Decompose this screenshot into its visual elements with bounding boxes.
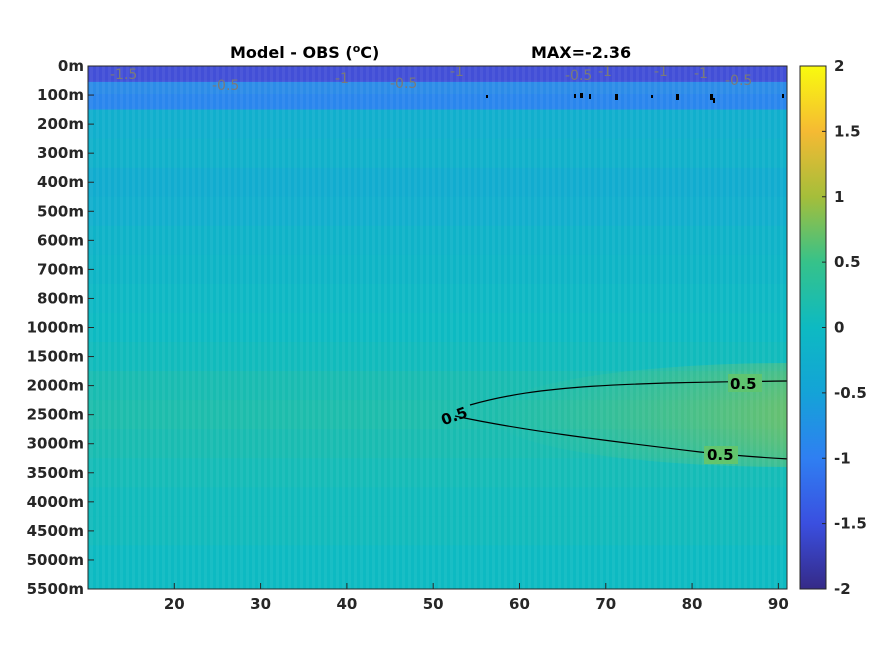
x-tick-label: 80 xyxy=(682,595,703,613)
surface-contour-label: -0.5 xyxy=(565,68,592,84)
vertical-stripe-texture xyxy=(88,66,787,589)
y-tick-label: 1000m xyxy=(27,319,84,337)
x-tick-label: 40 xyxy=(336,595,357,613)
contour-label-lower: 0.5 xyxy=(707,446,734,464)
colorbar-tick-label: 2 xyxy=(834,57,844,75)
chart-title: Model - OBS (oC) xyxy=(230,42,379,62)
surface-contour-label: -1 xyxy=(335,71,349,87)
svg-text:Model - OBS (oC): Model - OBS (oC) xyxy=(230,42,379,62)
colorbar-tick-label: -0.5 xyxy=(834,384,867,402)
x-tick-label: 70 xyxy=(595,595,616,613)
contour-line-lower xyxy=(454,415,787,460)
y-tick-label: 0m xyxy=(58,57,84,75)
colorbar: 2 1.5 1 0.5 0 -0.5 -1 -1.5 -2 xyxy=(799,57,867,598)
y-tick-label: 200m xyxy=(37,115,84,133)
surface-contour-labels: -1.5 -0.5 -1 -0.5 -1 -0.5 -1 -1 -1 -0.5 xyxy=(110,64,752,94)
surface-contour-label: -0.5 xyxy=(212,78,239,94)
surface-contour-label: -0.5 xyxy=(725,73,752,89)
colorbar-tick-label: 1.5 xyxy=(834,122,861,140)
colorbar-tick-label: -2 xyxy=(834,580,851,598)
x-tick-label: 30 xyxy=(250,595,271,613)
surface-contour-label: -1.5 xyxy=(110,67,137,83)
surface-contour-label: -0.5 xyxy=(390,76,417,92)
missing-data-specks xyxy=(486,93,784,103)
y-tick-label: 700m xyxy=(37,260,84,278)
y-tick-label: 3500m xyxy=(27,464,84,482)
y-tick-label: 2500m xyxy=(27,406,84,424)
colorbar-tick-label: 0 xyxy=(834,319,844,337)
x-tick-label: 90 xyxy=(768,595,789,613)
title-unit-super: o xyxy=(353,42,361,55)
y-tick-label: 500m xyxy=(37,202,84,220)
x-tick-label: 60 xyxy=(509,595,530,613)
y-tick-label: 300m xyxy=(37,144,84,162)
y-tick-label: 5000m xyxy=(27,551,84,569)
colorbar-gradient xyxy=(799,65,827,590)
x-axis: 20 30 40 50 60 70 80 90 xyxy=(164,583,789,613)
y-tick-label: 4000m xyxy=(27,493,84,511)
colorbar-tick-label: 0.5 xyxy=(834,253,861,271)
y-tick-label: 800m xyxy=(37,289,84,307)
colorbar-tick-label: 1 xyxy=(834,188,844,206)
colorbar-tick-label: -1.5 xyxy=(834,515,867,533)
surface-contour-label: -1 xyxy=(598,64,612,80)
surface-contour-label: -1 xyxy=(654,64,668,80)
max-annotation: MAX=-2.36 xyxy=(531,43,631,62)
y-tick-label: 5500m xyxy=(27,580,84,598)
y-tick-label: 1500m xyxy=(27,348,84,366)
y-tick-label: 4500m xyxy=(27,522,84,540)
title-main: Model - OBS ( xyxy=(230,43,353,62)
y-tick-label: 3000m xyxy=(27,435,84,453)
y-tick-label: 2000m xyxy=(27,377,84,395)
surface-contour-label: -1 xyxy=(694,66,708,82)
x-tick-label: 50 xyxy=(423,595,444,613)
y-axis: 0m 100m 200m 300m 400m 500m 600m 700m 800m 1000m 1… xyxy=(27,57,94,598)
y-tick-label: 400m xyxy=(37,173,84,191)
title-unit-tail: C) xyxy=(360,43,379,62)
y-tick-label: 100m xyxy=(37,86,84,104)
colorbar-tick-label: -1 xyxy=(834,449,851,467)
contour-label-upper: 0.5 xyxy=(730,375,757,393)
heatmap-plot-area: -1.5-0.5 -1 -0.5-1 -0.5 -1 -1 -1 -0.5 0.5 0.5 0… xyxy=(87,64,788,590)
x-tick-label: 20 xyxy=(164,595,185,613)
colorbar-ticks: 2 1.5 1 0.5 0 -0.5 -1 -1.5 -2 xyxy=(822,57,867,598)
y-tick-label: 600m xyxy=(37,231,84,249)
surface-contour-label: -1 xyxy=(450,64,464,80)
